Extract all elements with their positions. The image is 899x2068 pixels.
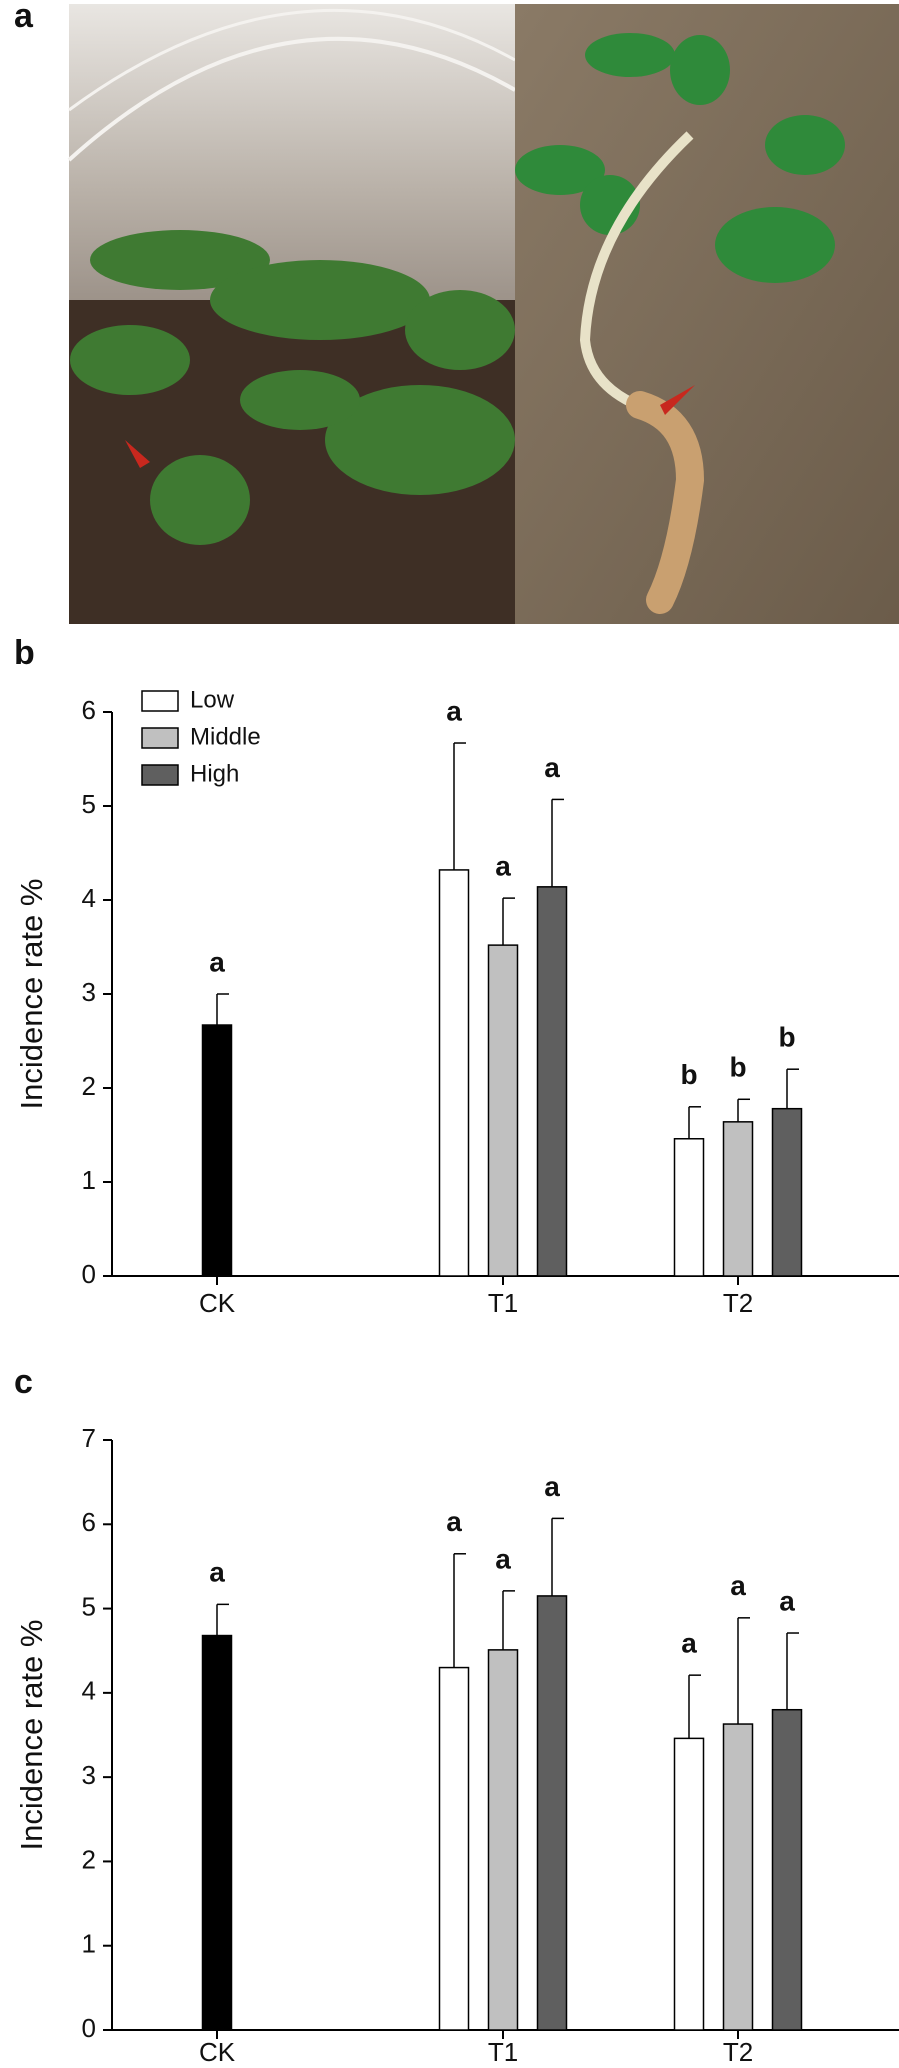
- y-tick-label: 0: [82, 1259, 96, 1289]
- bar: [201, 1024, 233, 1277]
- bar: [673, 1138, 705, 1277]
- significance-letter: a: [209, 946, 225, 977]
- significance-letter: a: [209, 1557, 225, 1588]
- y-tick-label: 6: [82, 695, 96, 725]
- y-tick-label: 1: [82, 1929, 96, 1959]
- y-tick-label: 3: [82, 977, 96, 1007]
- y-tick-label: 5: [82, 789, 96, 819]
- bar: [438, 1666, 470, 2031]
- x-tick-label: CK: [199, 1288, 236, 1318]
- y-axis-title: Incidence rate %: [14, 879, 49, 1110]
- panel-label: c: [14, 1363, 33, 1401]
- y-tick-label: 7: [82, 1423, 96, 1453]
- legend-label: High: [190, 760, 239, 787]
- bar: [201, 1634, 233, 2031]
- legend-label: Middle: [190, 723, 261, 750]
- x-tick-label: T1: [488, 1288, 518, 1318]
- legend-swatch: [141, 727, 179, 749]
- significance-letter: b: [778, 1022, 795, 1053]
- y-tick-label: 3: [82, 1760, 96, 1790]
- y-tick-label: 6: [82, 1507, 96, 1537]
- x-tick-label: T1: [488, 2037, 518, 2067]
- x-tick-label: T2: [723, 2037, 753, 2067]
- significance-letter: a: [544, 752, 560, 783]
- significance-letter: b: [729, 1052, 746, 1083]
- y-tick-label: 0: [82, 2013, 96, 2043]
- significance-letter: a: [446, 1506, 462, 1537]
- y-tick-label: 2: [82, 1071, 96, 1101]
- bar: [487, 1649, 519, 2031]
- x-tick-label: T2: [723, 1288, 753, 1318]
- bar: [536, 886, 568, 1277]
- panel-label: b: [14, 634, 35, 672]
- legend-label: Low: [190, 686, 235, 713]
- significance-letter: a: [779, 1585, 795, 1616]
- significance-letter: a: [495, 1543, 511, 1574]
- significance-letter: b: [680, 1059, 697, 1090]
- y-axis-title: Incidence rate %: [14, 1620, 49, 1851]
- significance-letter: a: [495, 851, 511, 882]
- significance-letter: a: [544, 1471, 560, 1502]
- x-tick-label: CK: [199, 2037, 236, 2067]
- bar: [722, 1121, 754, 1277]
- y-tick-label: 4: [82, 883, 96, 913]
- bar: [673, 1737, 705, 2031]
- significance-letter: a: [446, 695, 462, 726]
- bar: [536, 1595, 568, 2031]
- y-tick-label: 2: [82, 1844, 96, 1874]
- significance-letter: a: [730, 1570, 746, 1601]
- photo-root: [515, 4, 899, 624]
- photo-greenhouse: [67, 4, 516, 624]
- y-tick-label: 1: [82, 1165, 96, 1195]
- panel-label: a: [14, 0, 34, 35]
- legend-swatch: [141, 690, 179, 712]
- significance-letter: a: [681, 1628, 697, 1659]
- bar: [487, 944, 519, 1277]
- legend-swatch: [141, 764, 179, 786]
- y-tick-label: 5: [82, 1591, 96, 1621]
- y-tick-label: 4: [82, 1676, 96, 1706]
- bar: [771, 1107, 803, 1277]
- bar: [438, 869, 470, 1277]
- bar: [722, 1723, 754, 2031]
- bar: [771, 1708, 803, 2031]
